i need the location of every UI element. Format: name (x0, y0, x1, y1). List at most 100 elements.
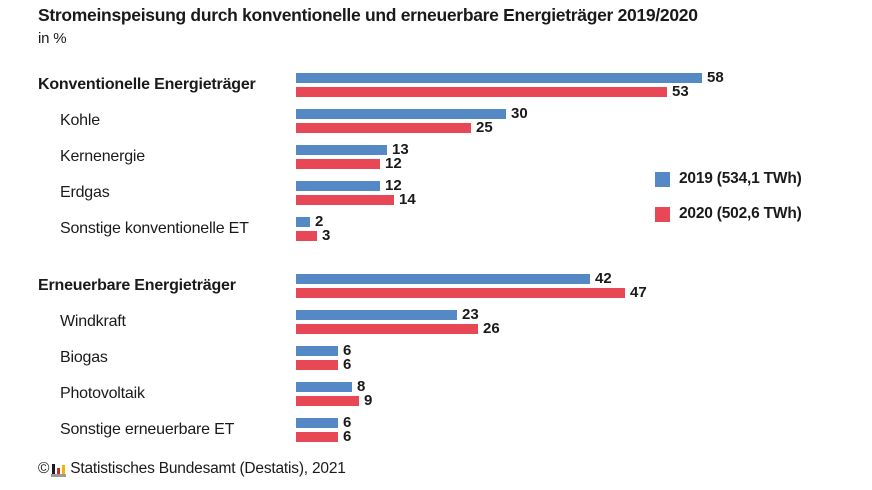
value-label-2019: 8 (357, 378, 366, 395)
copyright-symbol: © (38, 460, 50, 477)
bar-line-2019: 58 (296, 69, 724, 86)
bar-line-2020: 6 (296, 428, 352, 445)
bar-2019 (296, 418, 338, 428)
value-label-2020: 25 (476, 119, 493, 136)
bar-2020 (296, 360, 338, 370)
chart-row: Photovoltaik 8 9 (38, 376, 862, 412)
category-label: Windkraft (60, 313, 126, 330)
bar-line-2020: 12 (296, 155, 409, 172)
bar-pair: 30 25 (296, 105, 528, 136)
bar-line-2019: 42 (296, 270, 647, 287)
bar-line-2020: 25 (296, 119, 528, 136)
bar-2019 (296, 145, 387, 155)
value-label-2020: 12 (385, 155, 402, 172)
bar-2020 (296, 195, 394, 205)
bar-pair: 58 53 (296, 69, 724, 100)
category-label: Biogas (60, 349, 108, 366)
category-label: Kohle (60, 112, 100, 129)
destatis-logo-icon (51, 462, 67, 477)
value-label-2020: 9 (364, 392, 373, 409)
legend-swatch-2020-icon (655, 206, 670, 222)
source-attribution: © Statistisches Bundesamt (Destatis), 20… (38, 458, 346, 480)
value-label-2019: 30 (511, 105, 528, 122)
bar-2020 (296, 231, 317, 241)
legend-label-2020: 2020 (502,6 TWh) (679, 205, 802, 222)
bar-line-2019: 12 (296, 177, 416, 194)
bar-2020 (296, 324, 478, 334)
bar-line-2019: 30 (296, 105, 528, 122)
value-label-2020: 6 (343, 428, 352, 445)
category-label: Kernenergie (60, 148, 145, 165)
bar-2019 (296, 346, 338, 356)
legend-item-2019: 2019 (534,1 TWh) (655, 170, 802, 188)
chart-row: Kohle 30 25 (38, 103, 862, 139)
bar-line-2019: 2 (296, 213, 330, 230)
category-label: Sonstige konventionelle ET (60, 220, 249, 237)
bar-2020 (296, 123, 471, 133)
legend-item-2020: 2020 (502,6 TWh) (655, 205, 802, 223)
bar-line-2020: 14 (296, 191, 416, 208)
category-label: Konventionelle Energieträger (38, 76, 256, 93)
chart-row: Erneuerbare Energieträger 42 47 (38, 268, 862, 304)
bar-2019 (296, 382, 352, 392)
chart-row: Konventionelle Energieträger 58 53 (38, 67, 862, 103)
chart-rows: Konventionelle Energieträger 58 53 Kohle 30 2… (38, 67, 862, 448)
chart-row: Kernenergie 13 12 (38, 139, 862, 175)
chart-row: Sonstige erneuerbare ET 6 6 (38, 412, 862, 448)
value-label-2019: 12 (385, 177, 402, 194)
bar-line-2019: 8 (296, 378, 372, 395)
chart-row: Erdgas 12 14 (38, 175, 862, 211)
category-label: Sonstige erneuerbare ET (60, 421, 235, 438)
bar-line-2019: 6 (296, 414, 352, 431)
category-label: Erdgas (60, 184, 110, 201)
bar-line-2020: 26 (296, 320, 500, 337)
bar-2019 (296, 274, 590, 284)
value-label-2019: 2 (315, 213, 324, 230)
chart-row: Sonstige konventionelle ET 2 3 (38, 211, 862, 247)
value-label-2020: 14 (399, 191, 416, 208)
group-spacer (38, 247, 862, 268)
source-text: Statistisches Bundesamt (Destatis), 2021 (70, 460, 346, 477)
value-label-2020: 26 (483, 320, 500, 337)
category-label: Photovoltaik (60, 385, 145, 402)
bar-2020 (296, 87, 667, 97)
legend-swatch-2019-icon (655, 171, 670, 187)
value-label-2020: 6 (343, 356, 352, 373)
bar-line-2020: 53 (296, 83, 724, 100)
bar-2019 (296, 181, 380, 191)
value-label-2019: 58 (707, 69, 724, 86)
bar-pair: 23 26 (296, 306, 500, 337)
bar-2019 (296, 217, 310, 227)
chart-row: Windkraft 23 26 (38, 304, 862, 340)
bar-2019 (296, 310, 457, 320)
legend-label-2019: 2019 (534,1 TWh) (679, 170, 802, 187)
bar-line-2020: 3 (296, 227, 331, 244)
bar-pair: 12 14 (296, 177, 416, 208)
value-label-2019: 23 (462, 306, 479, 323)
value-label-2019: 42 (595, 270, 612, 287)
bar-2020 (296, 288, 625, 298)
bar-line-2019: 6 (296, 342, 352, 359)
value-label-2019: 6 (343, 414, 352, 431)
chart-row: Biogas 6 6 (38, 340, 862, 376)
value-label-2019: 13 (392, 141, 409, 158)
bar-2020 (296, 396, 359, 406)
chart-unit-label: in % (38, 30, 67, 47)
bar-2019 (296, 73, 702, 83)
bar-2019 (296, 109, 506, 119)
value-label-2020: 47 (630, 284, 647, 301)
value-label-2019: 6 (343, 342, 352, 359)
value-label-2020: 3 (322, 227, 331, 244)
bar-2020 (296, 432, 338, 442)
bar-2020 (296, 159, 380, 169)
bar-line-2019: 13 (296, 141, 409, 158)
bar-line-2019: 23 (296, 306, 500, 323)
chart-legend: 2019 (534,1 TWh) 2020 (502,6 TWh) (655, 170, 802, 240)
value-label-2020: 53 (672, 83, 689, 100)
bar-line-2020: 6 (296, 356, 352, 373)
